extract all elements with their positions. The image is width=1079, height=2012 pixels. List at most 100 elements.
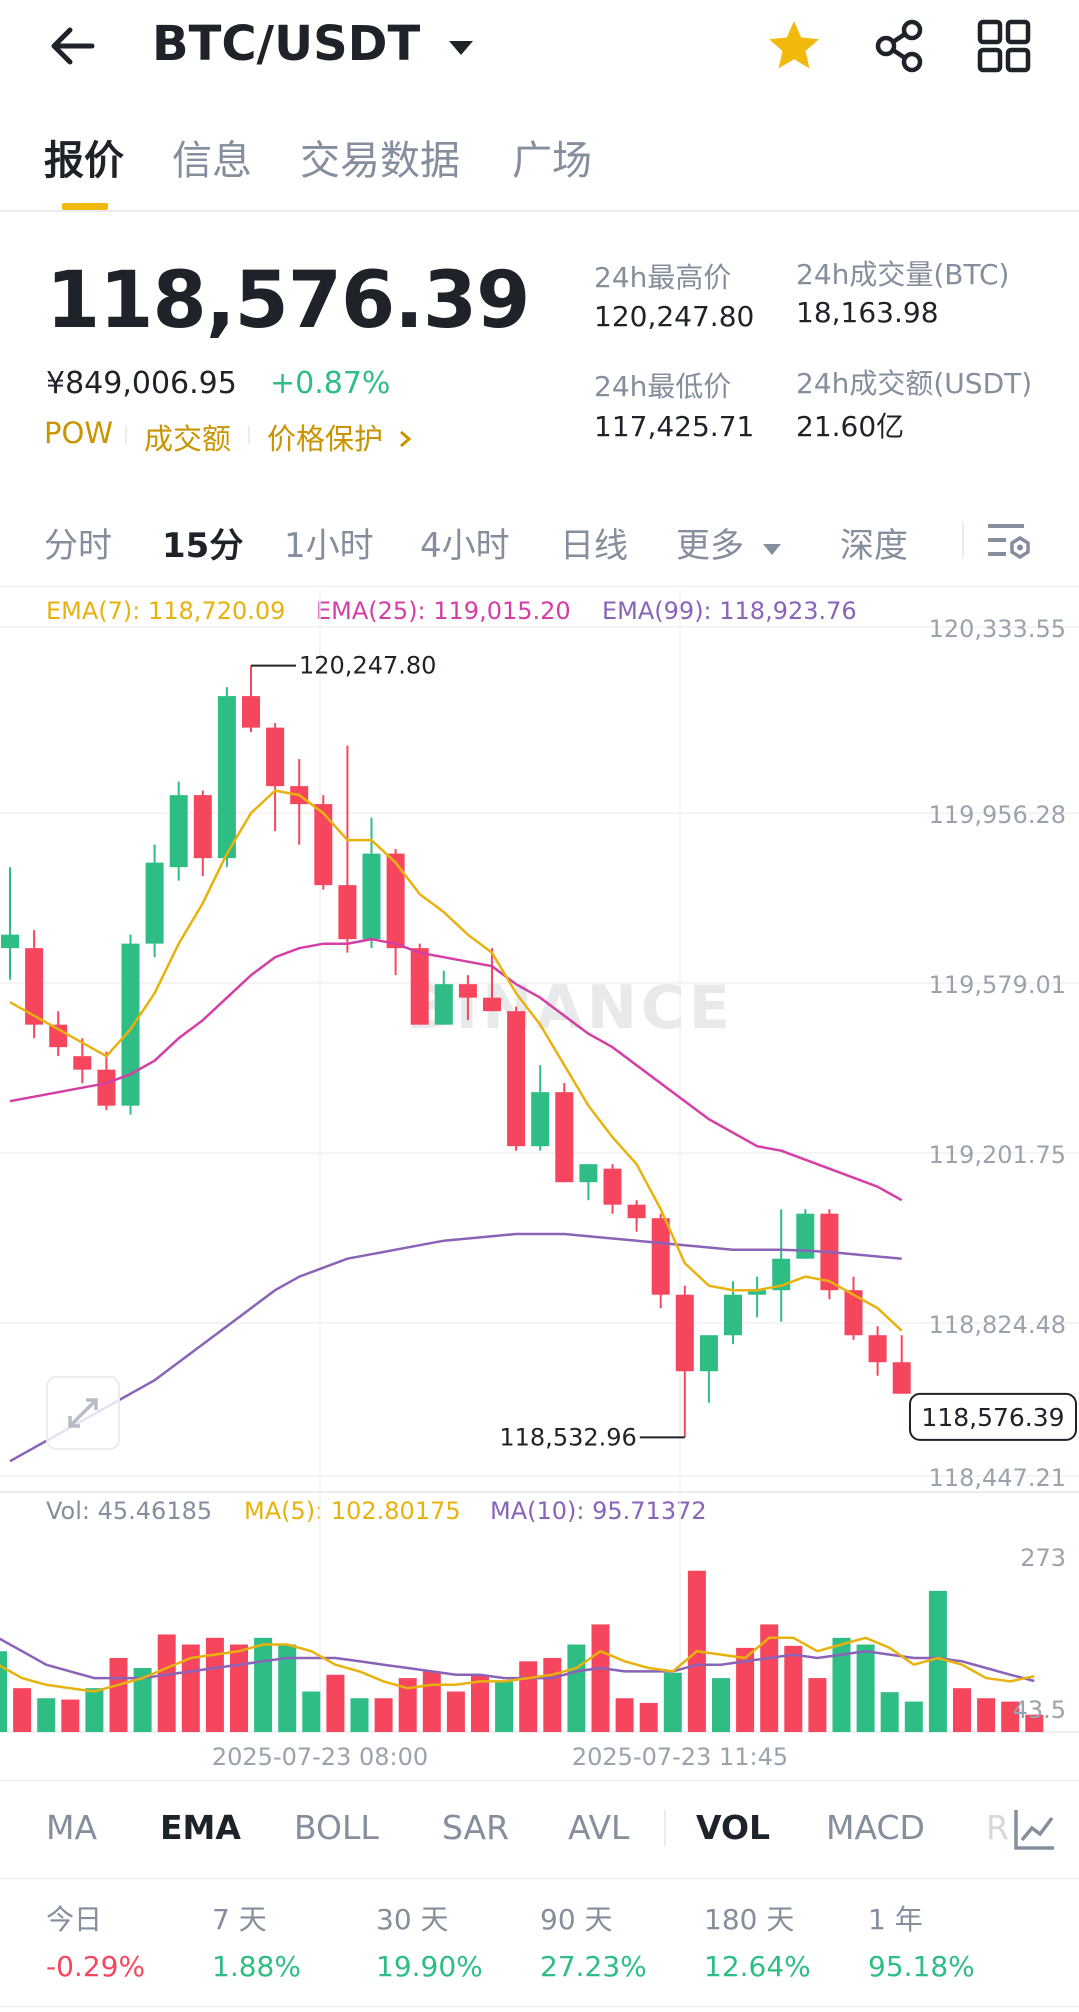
volume-bar <box>326 1674 345 1732</box>
max-marker-label: 120,247.80 <box>299 652 436 680</box>
volume-bar <box>736 1647 755 1732</box>
ema99-line <box>9 1232 902 1463</box>
favorite-button[interactable] <box>764 16 824 76</box>
tag-volume[interactable]: 成交额 <box>144 422 232 456</box>
period-divider <box>962 522 964 558</box>
tag-separator <box>248 426 250 444</box>
tab-info[interactable]: 信息 <box>172 138 252 184</box>
share-button[interactable] <box>872 18 928 74</box>
candle-body <box>338 885 357 940</box>
price-axis-label: 118,824.48 <box>929 1311 1066 1339</box>
volume-bar <box>1001 1701 1020 1732</box>
volume-bar <box>784 1645 803 1732</box>
arrow-left-icon <box>51 27 95 65</box>
tag-pow[interactable]: POW <box>44 416 113 450</box>
tab-trading-data[interactable]: 交易数据 <box>300 138 460 184</box>
volume-bar <box>230 1644 248 1732</box>
tab-quote[interactable]: 报价 <box>44 138 124 184</box>
volume-bar <box>543 1657 562 1732</box>
volume-bar <box>398 1678 417 1732</box>
min-marker-label: 118,532.96 <box>499 1423 636 1451</box>
perf-label-7d: 7 天 <box>212 1903 267 1936</box>
period-depth[interactable]: 深度 <box>840 526 908 566</box>
pair-title[interactable]: BTC/USDT <box>152 16 475 72</box>
period-divider-line <box>0 586 1079 587</box>
tab-square[interactable]: 广场 <box>512 138 592 184</box>
volume-bar <box>157 1634 176 1732</box>
vol-ma10-legend: MA(10): 95.71372 <box>490 1497 707 1525</box>
period-1h[interactable]: 1小时 <box>284 526 374 566</box>
ema25-legend: EMA(25): 119,015.20 <box>316 597 571 625</box>
candle-body <box>675 1294 694 1372</box>
volume-bar <box>374 1698 393 1732</box>
volume-bar <box>832 1637 851 1732</box>
share-icon <box>875 19 923 73</box>
perf-value-30d: 19.90% <box>376 1950 483 1983</box>
watermark: BINANCE <box>406 973 734 1043</box>
period-more[interactable]: 更多 <box>676 518 783 567</box>
ema99-legend: EMA(99): 118,923.76 <box>602 597 857 625</box>
volume-bar <box>109 1657 128 1732</box>
volume-bar <box>760 1624 779 1732</box>
candle-body <box>362 853 381 940</box>
period-15m[interactable]: 15分 <box>162 526 244 566</box>
volume-bar <box>13 1688 32 1732</box>
volume-bar <box>904 1701 923 1732</box>
tag-price-protection-label: 价格保护 <box>267 422 384 456</box>
high-value: 120,247.80 <box>594 300 755 333</box>
indicator-sar[interactable]: SAR <box>442 1808 510 1847</box>
volume-bar <box>37 1698 56 1732</box>
indicator-avl[interactable]: AVL <box>568 1808 630 1847</box>
indicator-ma[interactable]: MA <box>46 1808 98 1847</box>
vol-legend: Vol: 45.46185 <box>46 1497 213 1525</box>
vol-usdt-label: 24h成交额(USDT) <box>796 367 1033 400</box>
indicator-ema[interactable]: EMA <box>160 1808 241 1847</box>
candle-body <box>627 1204 646 1219</box>
period-1d[interactable]: 日线 <box>560 526 628 566</box>
ema7-legend: EMA(7): 118,720.09 <box>46 597 286 625</box>
period-4h[interactable]: 4小时 <box>420 526 510 566</box>
volume-bar <box>205 1637 224 1732</box>
period-time[interactable]: 分时 <box>44 526 112 566</box>
candle-body <box>193 795 212 859</box>
volume-bar <box>133 1668 152 1732</box>
volume-bar <box>61 1699 80 1732</box>
volume-bar <box>856 1644 875 1732</box>
perf-value-today: -0.29% <box>46 1950 146 1983</box>
volume-bar <box>254 1637 273 1732</box>
perf-label-90d: 90 天 <box>540 1903 613 1936</box>
candle-body <box>434 984 453 1025</box>
price-axis-label: 118,447.21 <box>929 1464 1066 1492</box>
candle-body <box>266 727 285 787</box>
indicator-divider-bottom <box>0 1878 1079 1879</box>
volume-bar <box>0 1651 7 1732</box>
candlestick-chart[interactable]: BINANCE 120,333.55 119,956.28 119,579.01 119… <box>0 588 1079 1782</box>
candle-body <box>507 1011 526 1147</box>
vol-ma10-line <box>0 1637 1035 1683</box>
candle-body <box>25 948 44 1025</box>
indicator-settings-button[interactable] <box>1010 1806 1058 1854</box>
volume-bar <box>278 1644 297 1732</box>
apps-button[interactable] <box>976 18 1032 74</box>
perf-label-180d: 180 天 <box>704 1903 795 1936</box>
chart-settings-icon <box>988 524 1030 560</box>
volume-bar <box>615 1698 634 1732</box>
candle-body <box>458 984 477 998</box>
volume-bar <box>977 1698 996 1732</box>
back-button[interactable] <box>40 18 104 74</box>
indicator-more[interactable]: R <box>986 1808 1009 1847</box>
indicator-macd[interactable]: MACD <box>826 1808 925 1847</box>
line-chart-icon <box>1014 1810 1054 1850</box>
indicator-boll[interactable]: BOLL <box>294 1808 379 1847</box>
vol-btc-value: 18,163.98 <box>796 296 939 329</box>
volume-bar <box>422 1671 441 1732</box>
indicator-vol[interactable]: VOL <box>696 1808 771 1847</box>
tag-price-protection[interactable]: 价格保护 <box>267 416 412 458</box>
volume-axis-label: 273 <box>1020 1544 1066 1572</box>
candle-body <box>386 853 405 949</box>
volume-bar <box>928 1590 947 1732</box>
vol-ma5-line <box>0 1636 1035 1693</box>
candle-body <box>531 1092 550 1147</box>
chart-settings-button[interactable] <box>984 518 1032 562</box>
fullscreen-button[interactable] <box>46 1376 120 1450</box>
